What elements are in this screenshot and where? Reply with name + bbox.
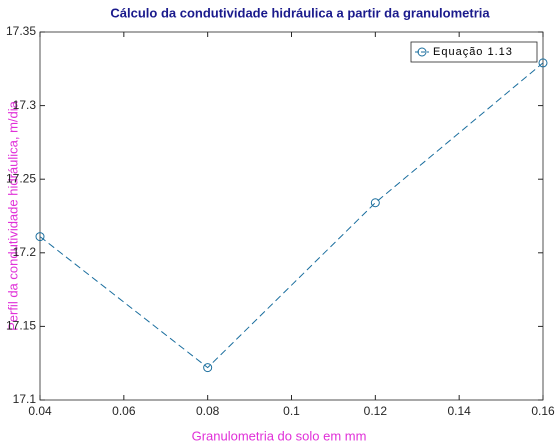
x-tick-label: 0.12 [364,404,388,418]
x-tick-label: 0.04 [28,404,52,418]
chart-title: Cálculo da condutividade hidráulica a pa… [110,5,490,20]
x-tick-label: 0.14 [447,404,471,418]
y-tick-label: 17.3 [13,98,37,112]
x-axis-label: Granulometria do solo em mm [192,428,367,443]
x-tick-label: 0.06 [112,404,136,418]
data-point [203,363,213,373]
x-tick-label: 0.08 [196,404,220,418]
y-axis-label: Perfil da condutividade hidráulica, m/di… [5,100,20,331]
y-tick-label: 17.1 [13,392,37,406]
x-tick-label: 0.16 [531,404,555,418]
y-tick-label: 17.15 [6,319,36,333]
legend-label: Equação 1.13 [433,46,513,58]
data-point [35,232,45,242]
series-line [39,62,544,369]
y-tick-label: 17.25 [6,171,36,185]
legend: Equação 1.13 [410,41,538,63]
plot-area [39,31,544,401]
legend-marker [417,47,427,57]
data-point [538,58,548,68]
x-tick-label: 0.1 [283,404,300,418]
y-tick-label: 17.35 [6,24,36,38]
legend-box [410,41,538,63]
data-point [370,198,380,208]
y-tick-label: 17.2 [13,245,37,259]
